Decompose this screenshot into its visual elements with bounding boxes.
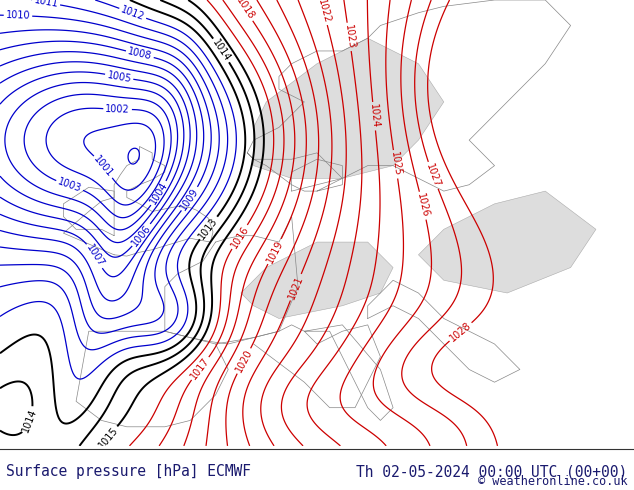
Text: 1015: 1015 (96, 425, 120, 450)
Text: 1014: 1014 (210, 37, 232, 63)
Text: 1022: 1022 (316, 0, 332, 24)
Text: 1021: 1021 (287, 274, 305, 300)
Text: 1011: 1011 (33, 0, 59, 9)
Text: 1023: 1023 (342, 24, 356, 50)
Text: 1028: 1028 (448, 320, 473, 343)
Text: 1027: 1027 (424, 162, 442, 189)
Text: Th 02-05-2024 00:00 UTC (00+00): Th 02-05-2024 00:00 UTC (00+00) (356, 465, 628, 479)
Text: 1025: 1025 (389, 151, 403, 177)
Polygon shape (418, 191, 596, 293)
Text: 1009: 1009 (179, 186, 201, 212)
Text: 1004: 1004 (148, 180, 170, 206)
Text: 1002: 1002 (105, 104, 130, 115)
Polygon shape (254, 38, 444, 178)
Text: © weatheronline.co.uk: © weatheronline.co.uk (478, 475, 628, 488)
Text: 1007: 1007 (84, 243, 106, 269)
Text: 1014: 1014 (21, 407, 39, 434)
Text: 1006: 1006 (130, 222, 153, 248)
Text: 1024: 1024 (368, 103, 380, 129)
Text: 1026: 1026 (415, 193, 430, 219)
Text: 1008: 1008 (127, 47, 153, 62)
Text: 1010: 1010 (6, 10, 30, 21)
Text: 1005: 1005 (106, 70, 132, 84)
Text: 1003: 1003 (56, 177, 83, 195)
Text: 1001: 1001 (92, 154, 115, 179)
Text: 1016: 1016 (229, 224, 250, 250)
Text: 1012: 1012 (119, 4, 146, 23)
Text: Surface pressure [hPa] ECMWF: Surface pressure [hPa] ECMWF (6, 465, 251, 479)
Text: 1017: 1017 (189, 356, 212, 381)
Polygon shape (241, 242, 393, 318)
Text: 1019: 1019 (264, 238, 285, 265)
Text: 1018: 1018 (234, 0, 256, 22)
Text: 1013: 1013 (197, 215, 220, 241)
Text: 1020: 1020 (234, 348, 254, 374)
